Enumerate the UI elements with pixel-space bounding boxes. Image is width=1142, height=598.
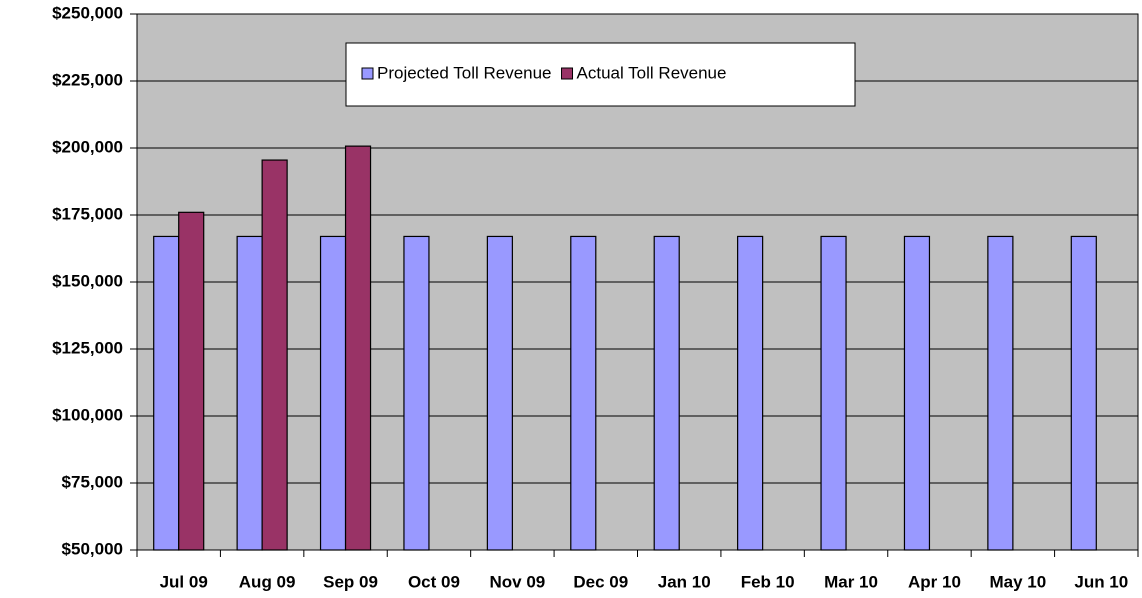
x-tick-label: Apr 10 [908, 572, 961, 591]
y-tick-label: $50,000 [62, 539, 123, 558]
x-tick-label: Jan 10 [658, 572, 711, 591]
y-tick-label: $200,000 [52, 137, 123, 156]
x-tick-label: Feb 10 [741, 572, 795, 591]
legend-label: Projected Toll Revenue [377, 63, 552, 82]
y-tick-label: $175,000 [52, 204, 123, 223]
bar [820, 235, 847, 551]
y-tick-label: $125,000 [52, 338, 123, 357]
bar [261, 159, 288, 551]
bar [737, 235, 764, 551]
x-tick-label: Mar 10 [824, 572, 878, 591]
bar [344, 145, 372, 551]
bar [319, 235, 347, 551]
y-tick-label: $100,000 [52, 405, 123, 424]
bar [403, 235, 430, 551]
bar [236, 235, 263, 551]
x-tick-label: Sep 09 [323, 572, 378, 591]
y-tick-label: $225,000 [52, 70, 123, 89]
legend-swatch [361, 67, 374, 80]
legend-box [345, 42, 856, 107]
x-tick-label: Oct 09 [408, 572, 460, 591]
y-tick-label: $250,000 [52, 3, 123, 22]
x-tick-label: Jun 10 [1074, 572, 1128, 591]
legend-swatch [561, 67, 574, 80]
x-tick-label: Jul 09 [160, 572, 208, 591]
bar [987, 235, 1014, 551]
bar [486, 235, 513, 551]
bar [1070, 235, 1097, 551]
legend-label: Actual Toll Revenue [577, 63, 727, 82]
bar [178, 211, 205, 551]
bar [903, 235, 931, 551]
bar [153, 235, 180, 551]
x-tick-label: Aug 09 [239, 572, 296, 591]
x-tick-label: May 10 [990, 572, 1047, 591]
y-tick-label: $150,000 [52, 271, 123, 290]
y-tick-label: $75,000 [62, 472, 123, 491]
bar [570, 235, 597, 551]
bar [653, 235, 680, 551]
x-tick-label: Dec 09 [573, 572, 628, 591]
x-tick-label: Nov 09 [490, 572, 546, 591]
